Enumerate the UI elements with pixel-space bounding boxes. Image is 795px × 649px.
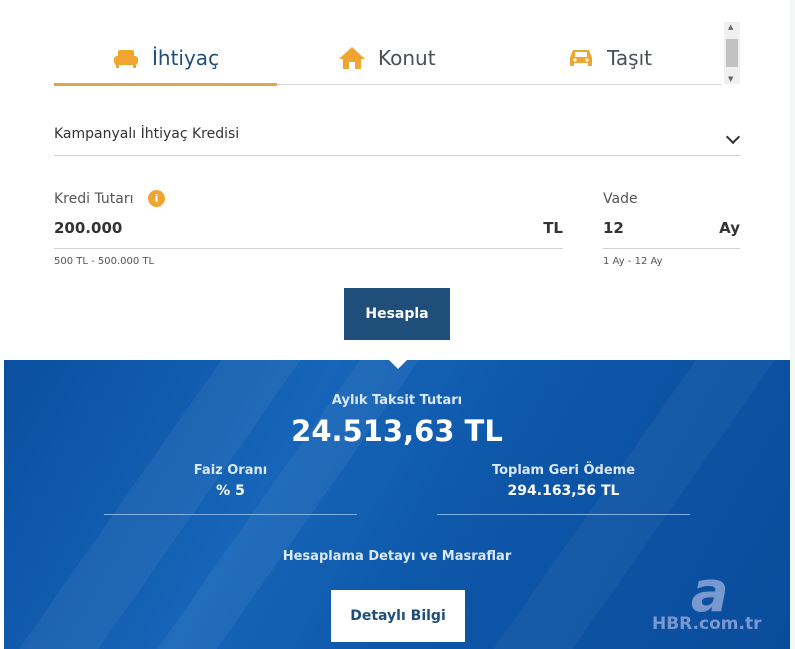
monthly-value: 24.513,63 TL [291,414,503,448]
tab-tasit[interactable]: Taşıt [567,38,652,78]
chevron-down-icon [725,129,741,145]
calculate-button[interactable]: Hesapla [344,288,450,340]
term-label: Vade [603,191,638,207]
details-button[interactable]: Detaylı Bilgi [331,590,465,642]
watermark-logo: a HBR.com.tr [652,560,762,634]
page-edge [790,0,795,649]
result-pointer [389,360,407,369]
details-label: Hesaplama Detayı ve Masraflar [282,549,512,564]
monthly-label: Aylık Taksit Tutarı [331,393,463,408]
loan-type-select[interactable]: Kampanyalı İhtiyaç Kredisi [54,120,741,156]
result-panel: Aylık Taksit Tutarı 24.513,63 TL Faiz Or… [4,360,790,649]
house-icon [339,47,365,69]
scrollbar[interactable]: ▲ ▼ [724,22,740,84]
tab-bar: İhtiyaç Konut Taşıt [54,28,722,86]
term-input[interactable]: 12 Ay [603,212,740,249]
car-icon [570,50,592,66]
term-hint: 1 Ay - 12 Ay [603,256,663,267]
rate-block: Faiz Oranı % 5 [104,463,357,515]
sofa-icon [114,50,138,68]
total-block: Toplam Geri Ödeme 294.163,56 TL [437,463,690,515]
amount-input[interactable]: 200.000 TL [54,212,563,249]
amount-label: Kredi Tutarı [54,191,134,207]
tab-konut[interactable]: Konut [338,38,436,78]
tab-ihtiyac[interactable]: İhtiyaç [112,38,219,78]
active-tab-indicator [54,83,277,86]
calculator-form: İhtiyaç Konut Taşıt ▲ ▼ Kampanyalı İhtiya… [54,22,741,340]
info-icon[interactable]: i [148,190,165,207]
amount-hint: 500 TL - 500.000 TL [54,256,155,267]
